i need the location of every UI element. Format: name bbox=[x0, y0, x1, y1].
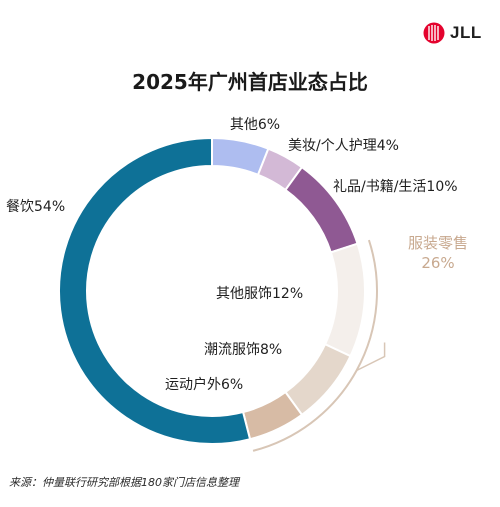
slice-label-3: 其他服饰12% bbox=[216, 286, 303, 302]
brand-name: JLL bbox=[450, 23, 482, 42]
donut-chart: 服装零售 26% 其他6% 美妆/个人护理4% 礼品/书籍/生活10% 其他服饰12%… bbox=[6, 117, 468, 452]
jll-logo: JLL bbox=[423, 22, 482, 44]
slice-label-6: 餐饮54% bbox=[6, 199, 65, 215]
slice-labels: 其他6% 美妆/个人护理4% 礼品/书籍/生活10% 其他服饰12% 潮流服饰8% 运动户… bbox=[6, 117, 458, 393]
group-leader-line bbox=[356, 342, 386, 372]
slice-label-0: 其他6% bbox=[230, 117, 280, 133]
group-name-label: 服装零售 bbox=[408, 234, 468, 252]
donut-slice-6 bbox=[58, 136, 252, 445]
donut-slices bbox=[58, 136, 366, 445]
donut-slice-3 bbox=[323, 242, 366, 358]
slice-label-4: 潮流服饰8% bbox=[204, 342, 282, 358]
group-value-label: 26% bbox=[421, 254, 454, 272]
slice-label-1: 美妆/个人护理4% bbox=[288, 138, 399, 154]
slice-label-5: 运动户外6% bbox=[165, 376, 243, 393]
slice-label-2: 礼品/书籍/生活10% bbox=[333, 178, 458, 195]
chart-title: 2025年广州首店业态占比 bbox=[132, 70, 368, 94]
source-note: 来源：仲量联行研究部根据180家门店信息整理 bbox=[9, 476, 239, 489]
jll-emblem-icon bbox=[423, 22, 445, 44]
